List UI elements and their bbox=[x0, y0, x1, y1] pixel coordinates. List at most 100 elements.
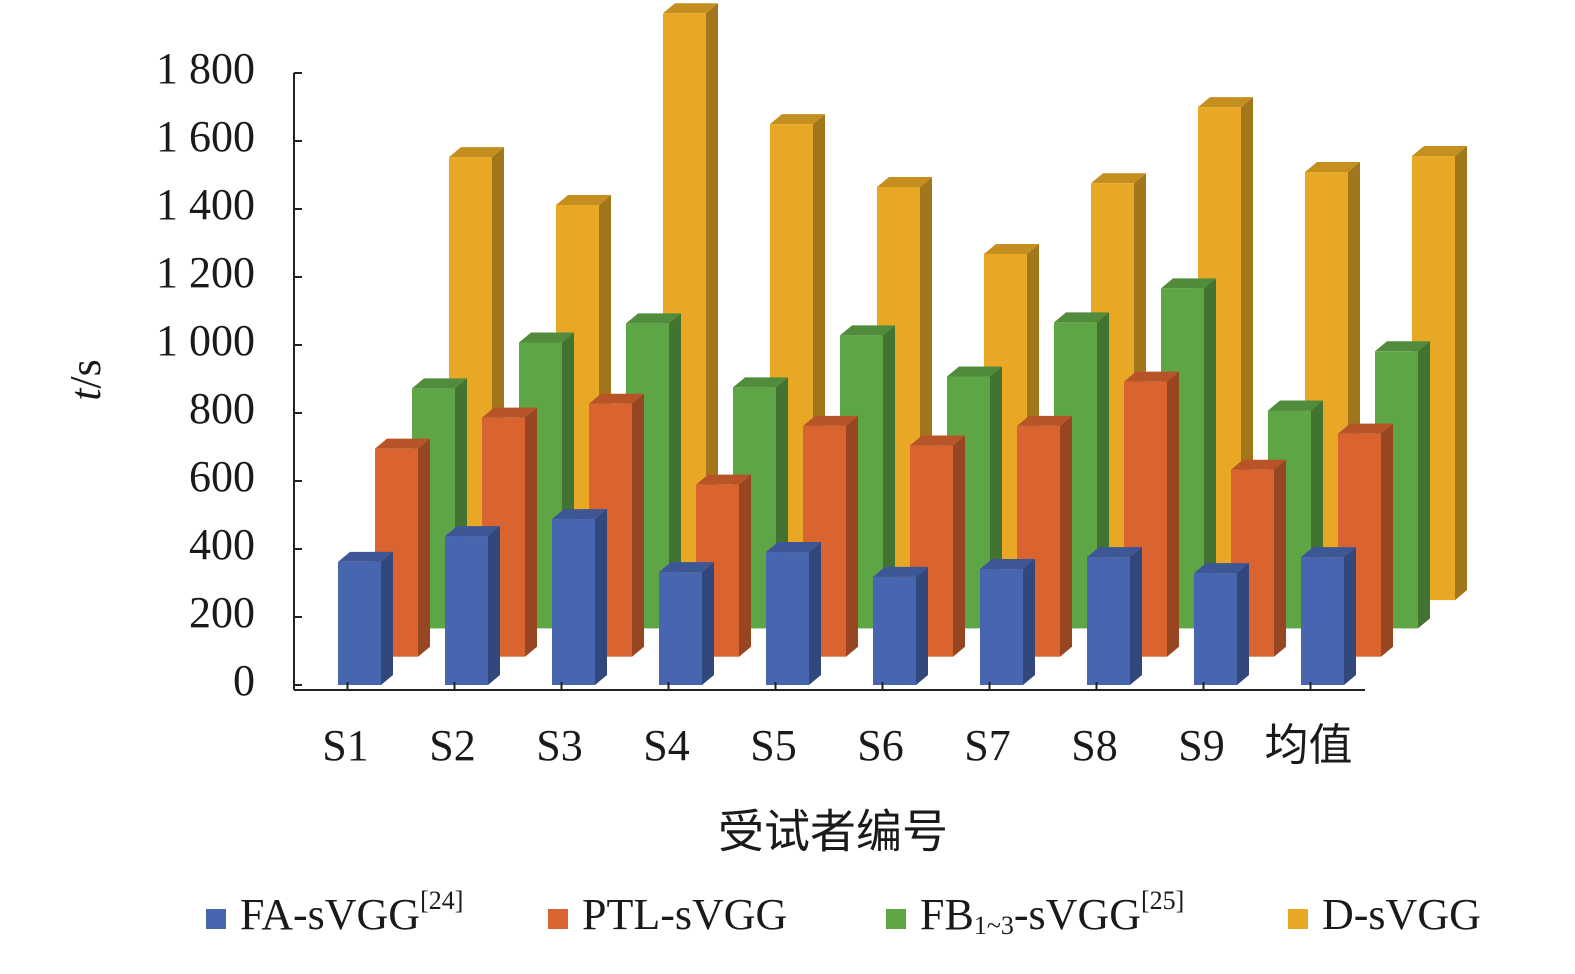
bar-top bbox=[556, 195, 611, 206]
bar bbox=[1231, 459, 1286, 657]
x-axis-label: 受试者编号 bbox=[718, 805, 948, 859]
y-tick-label: 200 bbox=[189, 588, 255, 637]
x-tick-label: S2 bbox=[429, 721, 475, 770]
bar-side bbox=[525, 407, 537, 657]
bar bbox=[552, 509, 607, 685]
bar bbox=[1338, 423, 1393, 657]
bar-top bbox=[1375, 341, 1430, 352]
y-tick-label: 800 bbox=[189, 384, 255, 433]
bar-top bbox=[1198, 97, 1253, 108]
bar-front bbox=[445, 536, 488, 685]
bar-side bbox=[706, 3, 718, 601]
bar-top bbox=[1301, 547, 1356, 558]
bar-top bbox=[375, 438, 430, 449]
bar-top bbox=[1268, 400, 1323, 411]
bar-top bbox=[449, 147, 504, 158]
bar bbox=[338, 551, 393, 685]
bar bbox=[659, 562, 714, 685]
bar-side bbox=[1060, 415, 1072, 657]
bar-side bbox=[1455, 146, 1467, 601]
bar-top bbox=[1087, 547, 1142, 558]
y-tick-label: 1 400 bbox=[156, 180, 255, 229]
bar-side bbox=[809, 542, 821, 685]
bar-side bbox=[669, 313, 681, 629]
bar-top bbox=[873, 566, 928, 577]
y-tick-label: 600 bbox=[189, 452, 255, 501]
bar-side bbox=[883, 325, 895, 629]
legend-swatch bbox=[1288, 909, 1308, 929]
x-tick-label: S8 bbox=[1071, 721, 1117, 770]
bar-side bbox=[1237, 563, 1249, 685]
bar-top bbox=[947, 366, 1002, 377]
legend-label: D-sVGG bbox=[1322, 890, 1481, 939]
bar-side bbox=[702, 562, 714, 685]
x-tick-label: S7 bbox=[964, 721, 1010, 770]
bar-top bbox=[1124, 371, 1179, 382]
bar-top bbox=[1194, 563, 1249, 574]
bar bbox=[1301, 547, 1356, 685]
bar-front bbox=[766, 552, 809, 685]
bar-top bbox=[412, 378, 467, 389]
bar-front bbox=[873, 576, 916, 685]
x-tick-label: S6 bbox=[857, 721, 903, 770]
bar-top bbox=[877, 177, 932, 187]
bar-top bbox=[1161, 278, 1216, 289]
bar-side bbox=[1418, 341, 1430, 629]
bar-top bbox=[338, 551, 393, 562]
y-axis-label: t/s bbox=[61, 359, 110, 401]
bar-top bbox=[482, 407, 537, 418]
bar-top bbox=[552, 509, 607, 520]
bar-top bbox=[626, 313, 681, 324]
bar-side bbox=[1344, 547, 1356, 685]
bar-top bbox=[519, 332, 574, 343]
y-tick-label: 1 800 bbox=[156, 44, 255, 93]
bar-side bbox=[1274, 459, 1286, 657]
y-tick-label: 400 bbox=[189, 520, 255, 569]
bar-top bbox=[1017, 415, 1072, 426]
bar-front bbox=[659, 572, 702, 685]
x-tick-label: S3 bbox=[536, 721, 582, 770]
y-tick-label: 1 000 bbox=[156, 316, 255, 365]
bar-top bbox=[840, 325, 895, 336]
bar-side bbox=[488, 526, 500, 685]
bar-front bbox=[980, 569, 1023, 685]
bar-top bbox=[984, 243, 1039, 254]
legend-label: PTL-sVGG bbox=[582, 890, 787, 939]
x-tick-label: 均值 bbox=[1265, 721, 1353, 770]
bar-top bbox=[1338, 423, 1393, 434]
bar-side bbox=[381, 551, 393, 685]
bar bbox=[980, 559, 1035, 685]
bar-side bbox=[1204, 278, 1216, 629]
y-tick-label: 0 bbox=[233, 656, 255, 705]
bar-side bbox=[739, 474, 751, 657]
bar-top bbox=[1412, 146, 1467, 157]
bar-top bbox=[696, 474, 751, 485]
bar-side bbox=[418, 438, 430, 657]
bar-top bbox=[1305, 162, 1360, 173]
bar-top bbox=[1231, 459, 1286, 470]
bar-side bbox=[846, 415, 858, 657]
x-tick-label: S5 bbox=[750, 721, 796, 770]
bar-top bbox=[589, 393, 644, 404]
bar-side bbox=[1130, 547, 1142, 685]
bar bbox=[1194, 563, 1249, 685]
bar-top bbox=[803, 415, 858, 426]
bar-front bbox=[552, 519, 595, 685]
y-tick-label: 1 600 bbox=[156, 112, 255, 161]
bar-top bbox=[663, 3, 718, 14]
bar-top bbox=[980, 559, 1035, 570]
bar-side bbox=[1381, 423, 1393, 657]
bar bbox=[766, 542, 821, 685]
bar-top bbox=[910, 435, 965, 446]
legend-swatch bbox=[886, 909, 906, 929]
legend-swatch bbox=[548, 909, 568, 929]
bar-side bbox=[953, 435, 965, 657]
legend-swatch bbox=[206, 909, 226, 929]
bar-top bbox=[1091, 173, 1146, 184]
bar-side bbox=[632, 393, 644, 657]
bar-top bbox=[1054, 312, 1109, 323]
bar-front bbox=[1194, 573, 1237, 685]
bar-top bbox=[770, 114, 825, 125]
x-tick-label: S4 bbox=[643, 721, 689, 770]
